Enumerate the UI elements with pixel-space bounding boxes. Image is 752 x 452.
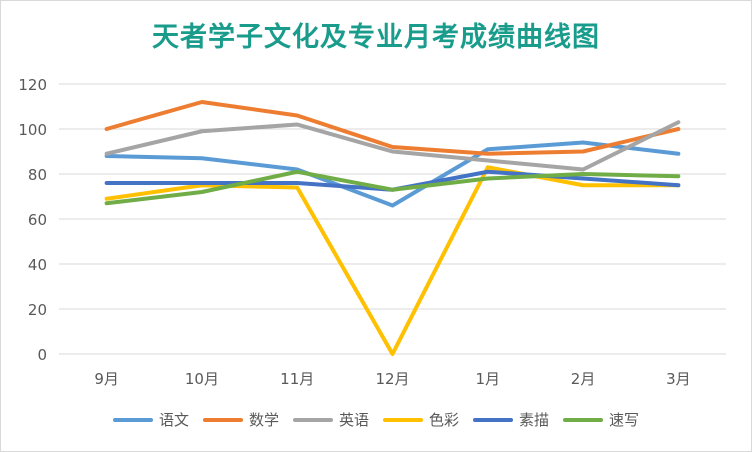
legend-label: 速写	[609, 411, 640, 429]
x-tick-label: 2月	[571, 370, 596, 388]
series-line-英语	[104, 120, 681, 172]
legend-swatch	[292, 417, 333, 422]
legend-label: 语文	[158, 411, 189, 429]
x-tick-label: 9月	[94, 370, 119, 388]
legend-item: 素描	[473, 409, 549, 430]
x-tick-label: 10月	[185, 370, 219, 388]
legend-label: 数学	[248, 411, 279, 429]
x-tick-label: 3月	[666, 370, 691, 388]
legend-swatch	[563, 417, 604, 422]
x-tick-label: 1月	[476, 370, 501, 388]
y-tick-label: 100	[18, 121, 47, 139]
legend-label: 素描	[519, 411, 550, 429]
y-tick-label: 60	[28, 211, 47, 229]
series-line-速写	[104, 169, 681, 206]
chart-title: 天者学子文化及专业月考成绩曲线图	[152, 22, 600, 53]
series-line-色彩	[104, 165, 681, 356]
legend-swatch	[202, 417, 243, 422]
y-tick-label: 80	[28, 166, 47, 184]
y-tick-label: 40	[28, 256, 47, 274]
legend-item: 数学	[202, 409, 279, 430]
x-tick-label: 12月	[375, 370, 409, 388]
legend-item: 速写	[563, 409, 639, 430]
legend-label: 英语	[338, 411, 369, 429]
y-tick-label: 0	[37, 346, 47, 364]
chart-legend: 语文 数学 英语 色彩 素描 速写	[1, 409, 751, 430]
series-line-数学	[104, 100, 681, 156]
legend-item: 英语	[292, 409, 369, 430]
y-tick-label: 20	[28, 301, 47, 319]
series-line-语文	[104, 140, 681, 208]
legend-swatch	[383, 417, 423, 422]
y-tick-label: 120	[18, 76, 47, 94]
legend-item: 色彩	[383, 409, 459, 430]
legend-swatch	[473, 417, 514, 422]
legend-item: 语文	[112, 409, 189, 430]
legend-label: 色彩	[429, 411, 460, 429]
legend-swatch	[112, 417, 153, 422]
x-tick-label: 11月	[280, 370, 314, 388]
